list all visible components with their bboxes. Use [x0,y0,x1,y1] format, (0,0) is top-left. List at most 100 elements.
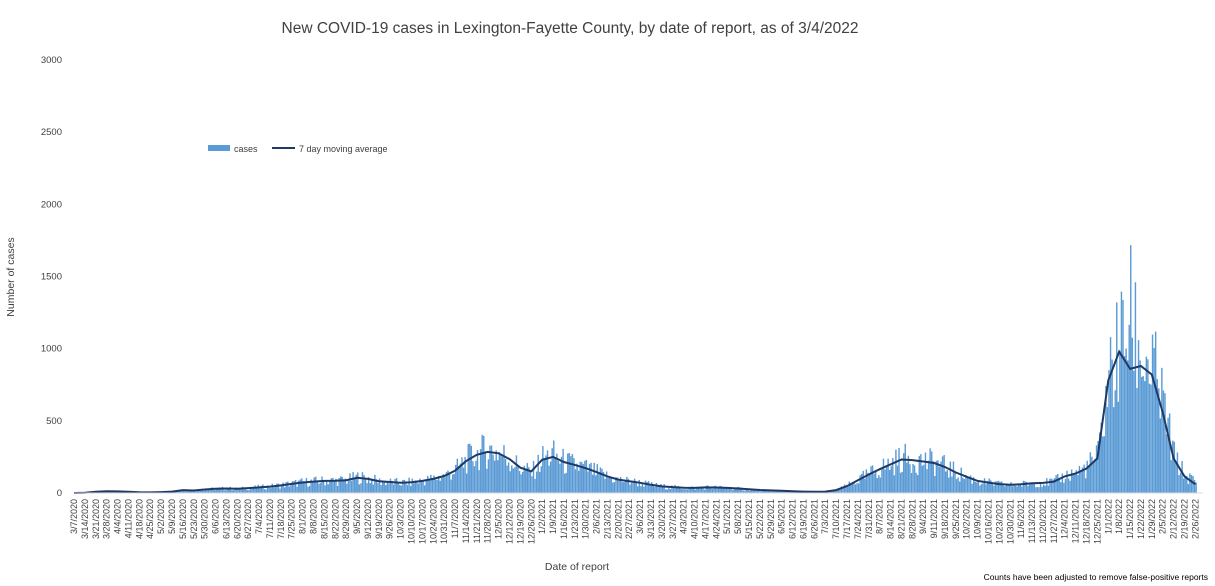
bar [484,451,487,493]
x-tick-label: 7/11/2020 [265,499,275,538]
bar [556,453,558,493]
bar [526,463,529,493]
bar [711,488,714,493]
bar [437,475,440,493]
bar [187,490,189,493]
bar [993,485,995,493]
bar [688,487,690,493]
bar [965,474,967,493]
bar [669,489,672,493]
bar [213,490,216,493]
bar [1151,334,1154,493]
bar [207,489,210,493]
bar [641,483,644,493]
bar [327,484,329,493]
bar [741,487,743,493]
bar [1022,480,1025,493]
bar [618,480,620,493]
bar [602,471,605,493]
bar [506,465,508,493]
bar [1000,481,1003,493]
bar [660,483,662,493]
bar [1117,401,1120,493]
bar [885,465,888,493]
bar [325,480,328,493]
bar [249,487,252,493]
bar [358,484,361,493]
bar [761,489,763,493]
x-tick-label: 1/23/2021 [570,499,580,539]
bar [700,487,703,493]
bar [269,488,272,493]
bar [663,484,665,493]
bar [260,485,263,493]
bar [493,460,496,493]
bar [377,483,379,493]
bar [1060,482,1062,493]
bar [198,490,200,493]
bar [285,482,287,493]
y-tick-label: 3000 [41,55,62,66]
bar [531,476,533,493]
bar [525,469,527,493]
bar [1070,469,1073,493]
bar [591,474,594,493]
bar [372,484,375,493]
bar [450,479,452,493]
bar [948,477,950,493]
bar [498,452,501,493]
bar [867,472,869,493]
bar [459,463,462,493]
bar [453,473,455,493]
bar [507,462,510,493]
y-tick-label: 1000 [41,344,62,355]
bar [1008,485,1011,493]
bar [287,481,289,493]
bar [1021,486,1023,493]
x-tick-label: 10/2/2021 [962,499,972,539]
bar [308,485,311,493]
bar [997,480,1000,493]
bar [1084,478,1087,493]
bar [176,491,179,493]
x-tick-label: 10/9/2021 [973,499,983,539]
bar [750,489,752,493]
bar [184,490,186,493]
bar [1064,478,1067,493]
bar [679,487,681,493]
bar [1095,445,1098,493]
bar [873,473,875,493]
x-tick-label: 8/14/2021 [886,499,896,539]
bar [366,483,368,493]
bar [982,483,984,493]
x-tick-label: 8/1/2020 [298,499,308,534]
x-tick-label: 7/3/2021 [820,499,830,534]
bar [302,481,305,493]
x-tick-label: 6/19/2021 [798,499,808,539]
x-tick-label: 11/14/2020 [461,499,471,543]
bar [613,482,616,493]
bar [747,488,749,493]
bar [707,485,709,493]
y-tick-label: 1500 [41,272,62,283]
bar [632,483,634,493]
x-tick-label: 4/24/2021 [711,499,721,539]
bar [1078,465,1081,493]
x-tick-label: 12/5/2020 [494,499,504,539]
bar [549,461,552,493]
bar [1164,393,1166,493]
bar [339,476,342,493]
bar [652,484,655,493]
x-tick-label: 5/16/2020 [178,499,188,539]
chart-title: New COVID-19 cases in Lexington-Fayette … [281,20,859,37]
bar [346,483,348,493]
bar [1050,478,1053,493]
bar [1182,478,1185,493]
bar [360,483,362,493]
bar [329,481,331,493]
bar [229,486,231,493]
bar [573,458,575,493]
bar [543,459,546,493]
bar [226,488,228,493]
bar [876,478,878,493]
